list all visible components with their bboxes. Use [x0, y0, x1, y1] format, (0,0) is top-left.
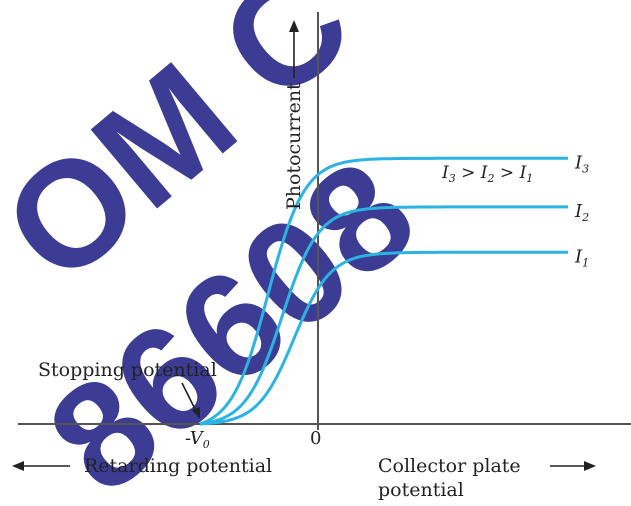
curve-I1: [199, 250, 568, 426]
x-label-left: Retarding potential: [84, 455, 272, 477]
y-label-arrowhead: [289, 20, 299, 32]
series-label-I3: I3: [574, 152, 589, 175]
y-axis-label: Photocurrent: [283, 82, 305, 210]
legend-inequality: I3 > I2 > I1: [441, 163, 533, 185]
series-label-I1: I1: [574, 246, 589, 269]
stopping-potential-arrow: [181, 382, 197, 412]
axes: [18, 12, 631, 430]
stopping-potential-arrowhead: [192, 407, 200, 419]
retarding-arrowhead: [12, 461, 24, 471]
series-labels: I3 I2 I1: [574, 152, 589, 269]
curve-I2: [199, 205, 568, 426]
curves: [199, 156, 568, 426]
x-label-right-line1: Collector plate: [378, 455, 521, 477]
curve-I3: [199, 156, 568, 426]
collector-arrowhead: [584, 461, 596, 471]
y-axis-label-group: Photocurrent: [283, 20, 305, 210]
series-label-I2: I2: [574, 201, 589, 224]
stopping-potential-label: Stopping potential: [38, 359, 217, 381]
x-label-right-line2: potential: [378, 479, 464, 501]
origin-tick: 0: [310, 428, 321, 449]
stopping-voltage-tick: -V0: [185, 428, 210, 451]
